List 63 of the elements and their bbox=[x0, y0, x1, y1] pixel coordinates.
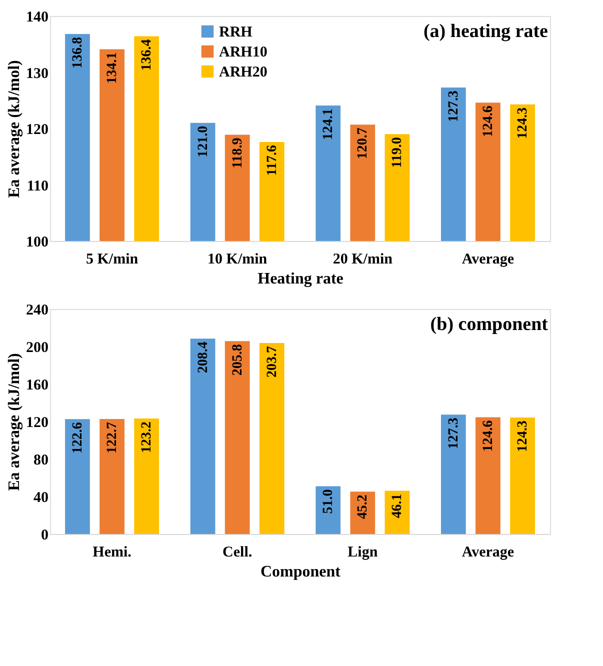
x-axis-title: Heating rate bbox=[258, 270, 344, 288]
bar bbox=[134, 418, 160, 534]
data-label: 120.7 bbox=[356, 128, 371, 160]
data-label: 127.3 bbox=[446, 90, 462, 122]
data-label: 124.6 bbox=[480, 420, 496, 452]
y-tick-label: 160 bbox=[26, 378, 48, 394]
y-tick-label: 40 bbox=[34, 490, 48, 506]
data-label: 136.8 bbox=[70, 37, 86, 68]
y-tick-label: 110 bbox=[26, 178, 48, 194]
bar bbox=[510, 417, 535, 534]
data-label: 46.1 bbox=[390, 494, 406, 518]
y-tick-label: 130 bbox=[26, 66, 48, 82]
bar bbox=[440, 414, 466, 534]
x-tick-label: Lign bbox=[348, 544, 378, 560]
x-tick-label: 5 K/min bbox=[86, 252, 139, 268]
data-label: 205.8 bbox=[230, 344, 246, 376]
data-label: 121.0 bbox=[196, 126, 211, 158]
bar bbox=[316, 486, 341, 534]
bar bbox=[190, 338, 216, 534]
legend-label: ARH20 bbox=[219, 64, 268, 80]
x-tick-label: 10 K/min bbox=[208, 252, 268, 268]
x-tick-label: Average bbox=[462, 252, 514, 268]
data-label: 134.1 bbox=[105, 52, 120, 84]
data-label: 117.6 bbox=[264, 145, 280, 176]
bar bbox=[100, 418, 124, 534]
data-label: 122.6 bbox=[70, 422, 86, 454]
data-label: 208.4 bbox=[196, 342, 211, 374]
y-tick-label: 120 bbox=[26, 415, 48, 431]
data-label: 122.7 bbox=[105, 422, 120, 454]
x-axis-title: Component bbox=[260, 564, 342, 580]
x-tick-label: Average bbox=[462, 544, 514, 560]
legend-label: RRH bbox=[219, 24, 253, 40]
bar bbox=[65, 419, 90, 534]
x-tick-label: 20 K/min bbox=[332, 252, 394, 268]
data-label: 45.2 bbox=[356, 494, 371, 520]
y-axis-title: Ea average (kJ/mol) bbox=[6, 60, 23, 198]
bar bbox=[259, 343, 284, 534]
data-label: 127.3 bbox=[446, 418, 462, 450]
y-tick-label: 200 bbox=[26, 340, 48, 356]
y-tick-label: 120 bbox=[26, 122, 48, 138]
data-label: 51.0 bbox=[321, 489, 336, 514]
annotation: (a) heating rate bbox=[423, 21, 548, 42]
y-tick-label: 0 bbox=[41, 528, 48, 544]
data-label: 119.0 bbox=[390, 137, 406, 168]
data-label: 124.3 bbox=[516, 107, 531, 139]
bar bbox=[224, 341, 250, 534]
annotation: (b) component bbox=[430, 314, 549, 335]
data-label: 124.1 bbox=[321, 108, 336, 140]
legend-label: ARH10 bbox=[219, 44, 268, 60]
y-tick-label: 240 bbox=[26, 302, 48, 318]
data-label: 123.2 bbox=[140, 422, 155, 453]
x-tick-label: Cell. bbox=[222, 544, 252, 560]
y-tick-label: 140 bbox=[26, 10, 48, 26]
bar bbox=[476, 417, 500, 534]
data-label: 124.3 bbox=[516, 420, 531, 452]
data-label: 124.6 bbox=[480, 106, 496, 138]
y-axis-title: Ea average (kJ/mol) bbox=[6, 353, 23, 491]
y-tick-label: 100 bbox=[26, 234, 48, 250]
y-tick-label: 80 bbox=[34, 452, 48, 468]
data-label: 203.7 bbox=[264, 346, 280, 378]
data-label: 118.9 bbox=[230, 138, 246, 168]
data-label: 136.4 bbox=[140, 39, 155, 71]
x-tick-label: Hemi. bbox=[92, 544, 132, 560]
